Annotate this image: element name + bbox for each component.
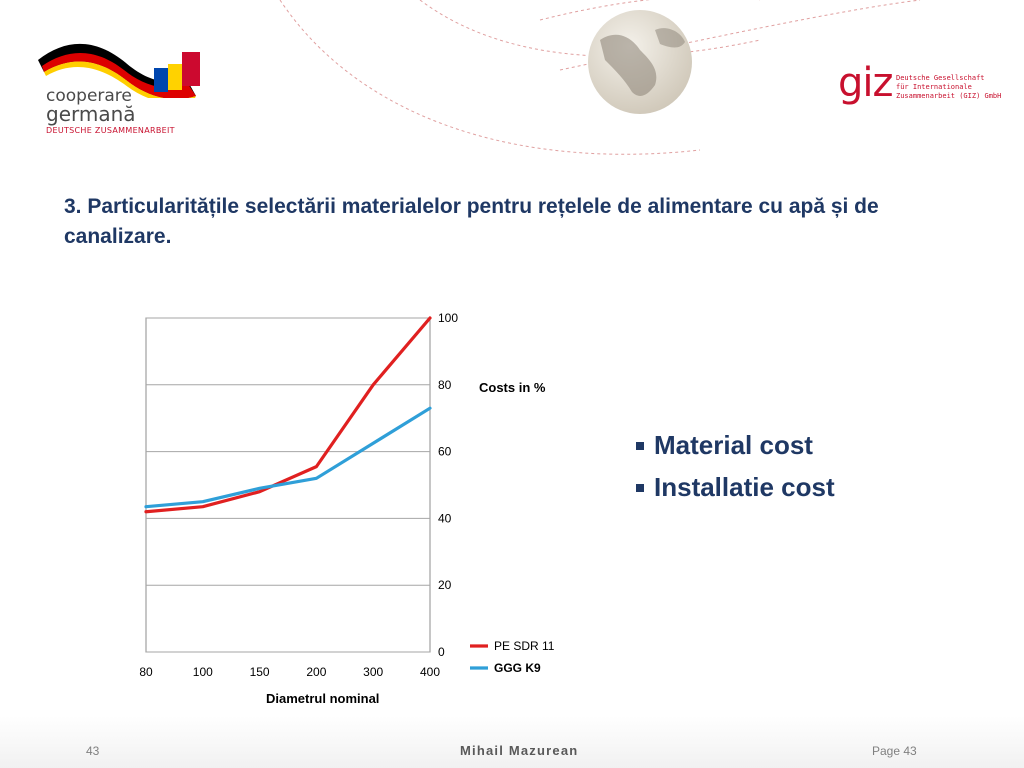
legend-label: GGG K9 (494, 661, 541, 675)
slide-number: 43 (86, 744, 100, 758)
x-tick-label: 150 (250, 665, 270, 679)
x-tick-label: 400 (420, 665, 440, 679)
y-tick-label: 40 (438, 511, 452, 525)
logo-line-1: cooperare (46, 86, 132, 106)
y-tick-label: 20 (438, 578, 452, 592)
logo-line-2: germană (46, 102, 136, 126)
giz-line-3: Zusammenarbeit (GIZ) GmbH (896, 92, 1002, 100)
y-tick-label: 100 (438, 311, 458, 325)
y-axis-label: Costs in % (479, 380, 546, 395)
globe-icon (588, 10, 692, 114)
giz-mark: giz (838, 60, 893, 106)
giz-logo: giz Deutsche Gesellschaft für Internatio… (838, 60, 1008, 116)
y-tick-label: 80 (438, 378, 452, 392)
y-tick-label: 0 (438, 645, 445, 659)
bullet-list: Material cost Installatie cost (636, 424, 835, 508)
giz-line-1: Deutsche Gesellschaft (896, 74, 985, 82)
x-tick-label: 200 (306, 665, 326, 679)
x-tick-label: 300 (363, 665, 383, 679)
slide-title: 3. Particularitățile selectării material… (64, 195, 879, 248)
series-line-pe-sdr-11 (144, 316, 432, 514)
square-bullet-icon (636, 442, 644, 450)
flag-ribbon-icon (38, 43, 200, 98)
bullet-item-material-cost: Material cost (636, 424, 835, 466)
x-axis-label: Diametrul nominal (266, 691, 379, 706)
bullet-label: Material cost (654, 429, 813, 460)
cooperare-germana-logo: cooperare germană DEUTSCHE ZUSAMMENARBEI… (36, 38, 206, 138)
x-tick-label: 80 (139, 665, 153, 679)
x-tick-label: 100 (193, 665, 213, 679)
legend-label: PE SDR 11 (494, 639, 555, 653)
bullet-label: Installatie cost (654, 471, 835, 502)
page-label: Page 43 (872, 744, 917, 758)
series-line-ggg-k9 (144, 406, 432, 509)
y-tick-label: 60 (438, 445, 452, 459)
author-name: Mihail Mazurean (460, 743, 579, 758)
bullet-item-installatie-cost: Installatie cost (636, 466, 835, 508)
giz-line-2: für Internationale (896, 83, 972, 91)
square-bullet-icon (636, 484, 644, 492)
logo-line-3: DEUTSCHE ZUSAMMENARBEIT (46, 126, 175, 135)
footer-strip (0, 716, 1024, 768)
